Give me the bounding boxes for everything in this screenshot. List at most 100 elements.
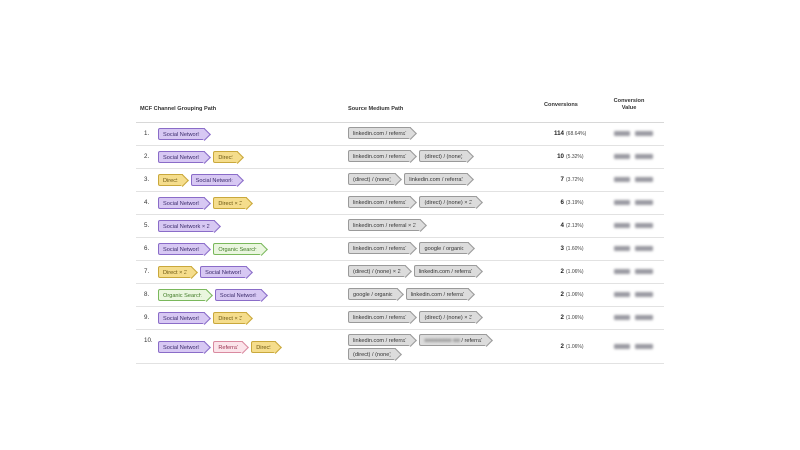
redacted-block (614, 200, 630, 205)
source-medium-tag[interactable]: (direct) / (none) × 2 (419, 196, 478, 208)
redacted-block (635, 154, 653, 159)
redacted-block (614, 315, 630, 320)
redacted-block (635, 269, 653, 274)
conversions-percent: (1.60%) (566, 246, 584, 252)
conversions-percent: (68.64%) (566, 131, 587, 137)
table-row[interactable]: 7. Direct × 2 Social Network (direct) / (no… (136, 261, 664, 284)
conversions-cell: 3 (1.60%) (536, 245, 604, 252)
source-medium-tag[interactable]: linkedin.com / referral (413, 265, 478, 277)
conversions-cell: 6 (3.19%) (536, 199, 604, 206)
conversions-count: 10 (557, 153, 564, 160)
table-header: MCF Channel Grouping Path Source Medium … (136, 96, 664, 123)
conversion-value-redacted (614, 315, 658, 321)
table-row[interactable]: 1. Social Network linkedin.com / referral 1… (136, 123, 664, 146)
source-medium-tag[interactable]: linkedin.com / referral (348, 150, 412, 162)
row-index: 4. (144, 199, 150, 206)
channel-path-cell: Social Network Organic Search (158, 242, 348, 256)
channel-tag-social[interactable]: Social Network (214, 289, 263, 301)
source-medium-tag[interactable]: (direct) / (none) (348, 173, 397, 185)
row-index: 7. (144, 268, 150, 275)
row-index: 9. (144, 314, 150, 321)
row-index: 10. (144, 337, 153, 344)
table-row[interactable]: 2. Social Network Direct linkedin.com / ref… (136, 146, 664, 169)
redacted-block (614, 269, 630, 274)
channel-tag-social[interactable]: Social Network (158, 151, 206, 163)
source-medium-tag[interactable]: ■■■■■■■■ ■■ / referral (419, 334, 488, 346)
table-row[interactable]: 8. Organic Search Social Network google / o… (136, 284, 664, 307)
conversion-value-redacted (614, 269, 658, 275)
conversions-cell: 2 (1.06%) (536, 268, 604, 275)
header-conversions[interactable]: Conversions (544, 102, 578, 108)
channel-path-cell: Social Network Direct (158, 150, 348, 164)
conversions-cell: 7 (3.72%) (536, 176, 604, 183)
source-medium-cell: (direct) / (none) × 2 linkedin.com / refe… (348, 265, 538, 277)
channel-tag-direct[interactable]: Direct × 2 (158, 266, 193, 278)
source-medium-tag[interactable]: linkedin.com / referral (348, 334, 412, 346)
conversions-cell: 4 (2.13%) (536, 222, 604, 229)
table-row[interactable]: 6. Social Network Organic Search linkedin.c… (136, 238, 664, 261)
conversions-percent: (1.06%) (566, 269, 584, 275)
table-row[interactable]: 3. Direct Social Network (direct) / (none) l… (136, 169, 664, 192)
table-row[interactable]: 4. Social Network Direct × 2 linkedin.com /… (136, 192, 664, 215)
channel-tag-organic[interactable]: Organic Search (213, 243, 263, 255)
source-medium-tag[interactable]: linkedin.com / referral (405, 288, 470, 300)
conversions-percent: (5.32%) (566, 154, 584, 160)
table-row[interactable]: 5. Social Network × 2 linkedin.com / refer… (136, 215, 664, 238)
row-index: 6. (144, 245, 150, 252)
channel-tag-organic[interactable]: Organic Search (158, 289, 207, 301)
redacted-block (614, 292, 630, 297)
source-medium-tag[interactable]: google / organic (419, 242, 470, 254)
channel-tag-social[interactable]: Social Network (158, 128, 206, 140)
redacted-block (635, 131, 653, 136)
row-index: 5. (144, 222, 150, 229)
source-medium-tag[interactable]: linkedin.com / referral × 2 (348, 219, 421, 231)
redacted-block (614, 131, 630, 136)
row-index: 8. (144, 291, 150, 298)
channel-path-cell: Social Network Referral Direct (158, 340, 348, 354)
source-medium-tag[interactable]: (direct) / (none) × 3 (419, 311, 478, 323)
channel-tag-social[interactable]: Social Network (158, 312, 206, 324)
conversions-cell: 2 (1.06%) (536, 314, 604, 321)
channel-tag-social[interactable]: Social Network (158, 243, 206, 255)
conversions-count: 3 (560, 245, 564, 252)
conversions-count: 6 (560, 199, 564, 206)
table-row[interactable]: 10. Social Network Referral Direct linkedin.… (136, 330, 664, 364)
channel-tag-social[interactable]: Social Network × 2 (158, 220, 215, 232)
channel-tag-social[interactable]: Social Network (158, 197, 206, 209)
source-medium-tag[interactable]: (direct) / (none) (348, 348, 397, 360)
channel-tag-social[interactable]: Social Network (200, 266, 248, 278)
channel-tag-direct[interactable]: Direct (158, 174, 183, 186)
source-medium-tag[interactable]: google / organic (348, 288, 398, 300)
header-source-medium-path[interactable]: Source Medium Path (348, 106, 404, 112)
header-channel-path[interactable]: MCF Channel Grouping Path (140, 106, 217, 112)
conversion-value-redacted (614, 223, 658, 229)
channel-path-cell: Direct Social Network (158, 173, 348, 187)
redacted-domain: ■■■■■■■■ ■■ (424, 338, 462, 344)
source-medium-cell: linkedin.com / referral google / organic (348, 242, 538, 254)
source-medium-cell: linkedin.com / referral (348, 127, 538, 139)
conversion-value-redacted (614, 292, 658, 298)
source-medium-tag[interactable]: (direct) / (none) (419, 150, 468, 162)
channel-path-cell: Social Network (158, 127, 348, 141)
source-medium-tag[interactable]: (direct) / (none) × 2 (348, 265, 406, 277)
conversions-count: 2 (560, 343, 564, 350)
source-medium-tag[interactable]: linkedin.com / referral (348, 196, 412, 208)
redacted-block (614, 246, 630, 251)
redacted-block (635, 344, 653, 349)
channel-tag-direct[interactable]: Direct × 2 (213, 197, 248, 209)
channel-tag-social[interactable]: Social Network (190, 174, 238, 186)
mcf-path-report: MCF Channel Grouping Path Source Medium … (136, 96, 664, 364)
channel-tag-direct[interactable]: Direct (251, 341, 276, 353)
channel-tag-referral[interactable]: Referral (213, 341, 244, 353)
source-medium-tag[interactable]: linkedin.com / referral (348, 311, 412, 323)
source-medium-tag[interactable]: linkedin.com / referral (348, 242, 412, 254)
header-conversion-value[interactable]: Conversion Value (613, 98, 645, 111)
source-medium-tag[interactable]: linkedin.com / referral (348, 127, 412, 139)
source-medium-tag[interactable]: linkedin.com / referral (404, 173, 468, 185)
channel-tag-direct[interactable]: Direct × 3 (213, 312, 248, 324)
redacted-block (635, 292, 653, 297)
channel-tag-social[interactable]: Social Network (158, 341, 206, 353)
channel-tag-direct[interactable]: Direct (213, 151, 238, 163)
conversions-cell: 2 (1.06%) (536, 343, 604, 350)
table-row[interactable]: 9. Social Network Direct × 3 linkedin.com /… (136, 307, 664, 330)
